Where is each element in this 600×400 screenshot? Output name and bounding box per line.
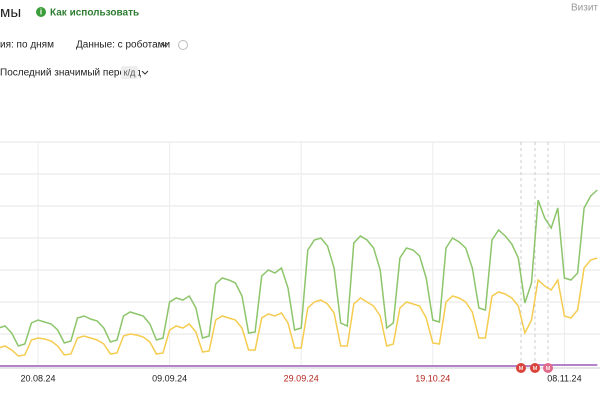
help-icon[interactable] (178, 40, 188, 50)
grouping-select[interactable]: ия: по дням (0, 40, 54, 51)
series-line (0, 364, 598, 367)
chevron (160, 42, 168, 47)
chevron (141, 70, 149, 75)
x-tick-label: 20.08.24 (20, 373, 55, 383)
info-icon-glyph: i (40, 8, 42, 17)
series-line (0, 257, 598, 357)
attribution-badge: к/д (124, 67, 136, 77)
annotation-label: м (533, 365, 538, 372)
info-icon (36, 7, 46, 17)
x-tick-label: 09.09.24 (152, 373, 187, 383)
annotation-badge (530, 363, 540, 373)
annotation-badge (543, 363, 553, 373)
x-tick-label: 19.10.24 (415, 373, 450, 383)
annotation-badge (516, 363, 526, 373)
badge-bg (121, 66, 138, 79)
annotation-label: м (546, 365, 551, 372)
grid (0, 141, 600, 369)
help-link[interactable]: Как использовать (50, 8, 139, 19)
page-title: мы (0, 4, 21, 21)
attribution-select[interactable]: Последний значимый переход (0, 68, 141, 79)
series-line (0, 189, 598, 347)
annotation-label: м (519, 365, 524, 372)
right-tab[interactable]: Визит (571, 3, 598, 14)
data-mode-select[interactable]: Данные: с роботами (76, 39, 170, 51)
x-tick-label: 08.11.24 (547, 373, 581, 383)
x-tick-label: 29.09.24 (284, 373, 319, 383)
